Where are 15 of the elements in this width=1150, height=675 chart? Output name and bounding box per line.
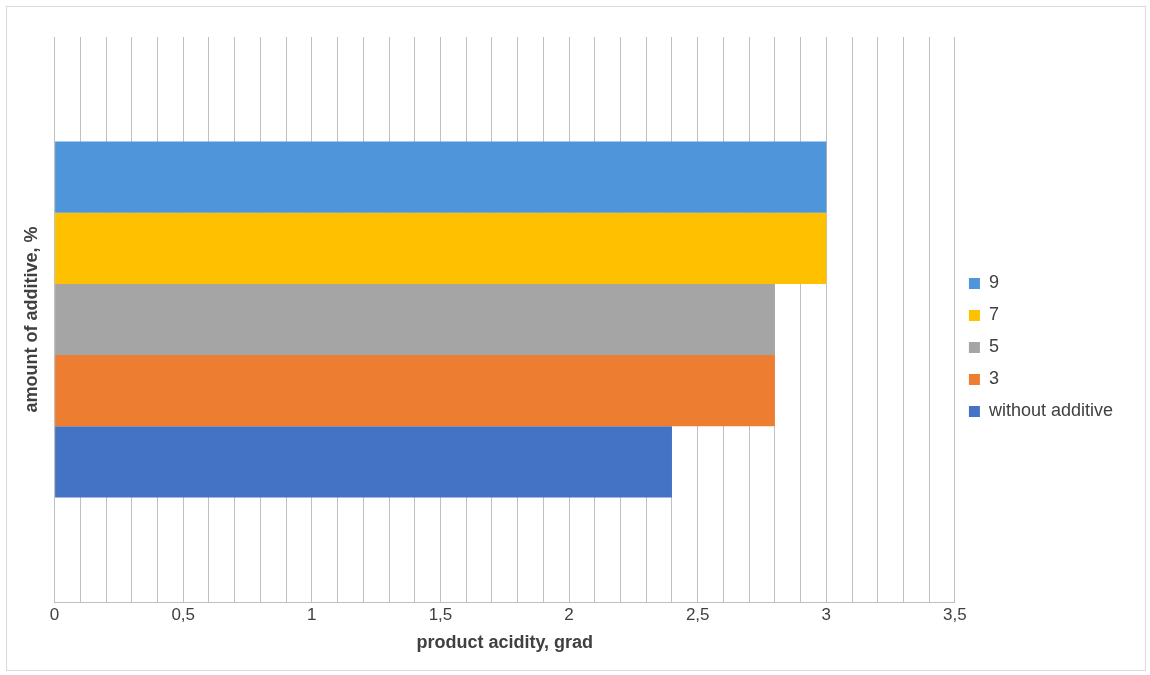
- y-axis-title: amount of additive, %: [20, 226, 41, 413]
- legend-label: 7: [988, 304, 999, 325]
- x-tick-label: 3,5: [943, 604, 967, 624]
- x-tick-label: 0: [49, 604, 60, 624]
- x-axis-title: product acidity, grad: [416, 632, 594, 653]
- legend-label: 9: [988, 272, 999, 293]
- legend-label: without additive: [987, 400, 1113, 421]
- legend-label: 3: [988, 368, 999, 389]
- x-tick-label: 3: [821, 604, 832, 624]
- x-tick-label: 0,5: [171, 604, 196, 624]
- x-tick-label: 1: [307, 604, 317, 624]
- x-tick-label: 2: [564, 604, 574, 624]
- x-tick-label: 1,5: [428, 604, 453, 624]
- legend-label: 5: [988, 336, 999, 357]
- x-tick-label: 2,5: [685, 604, 710, 624]
